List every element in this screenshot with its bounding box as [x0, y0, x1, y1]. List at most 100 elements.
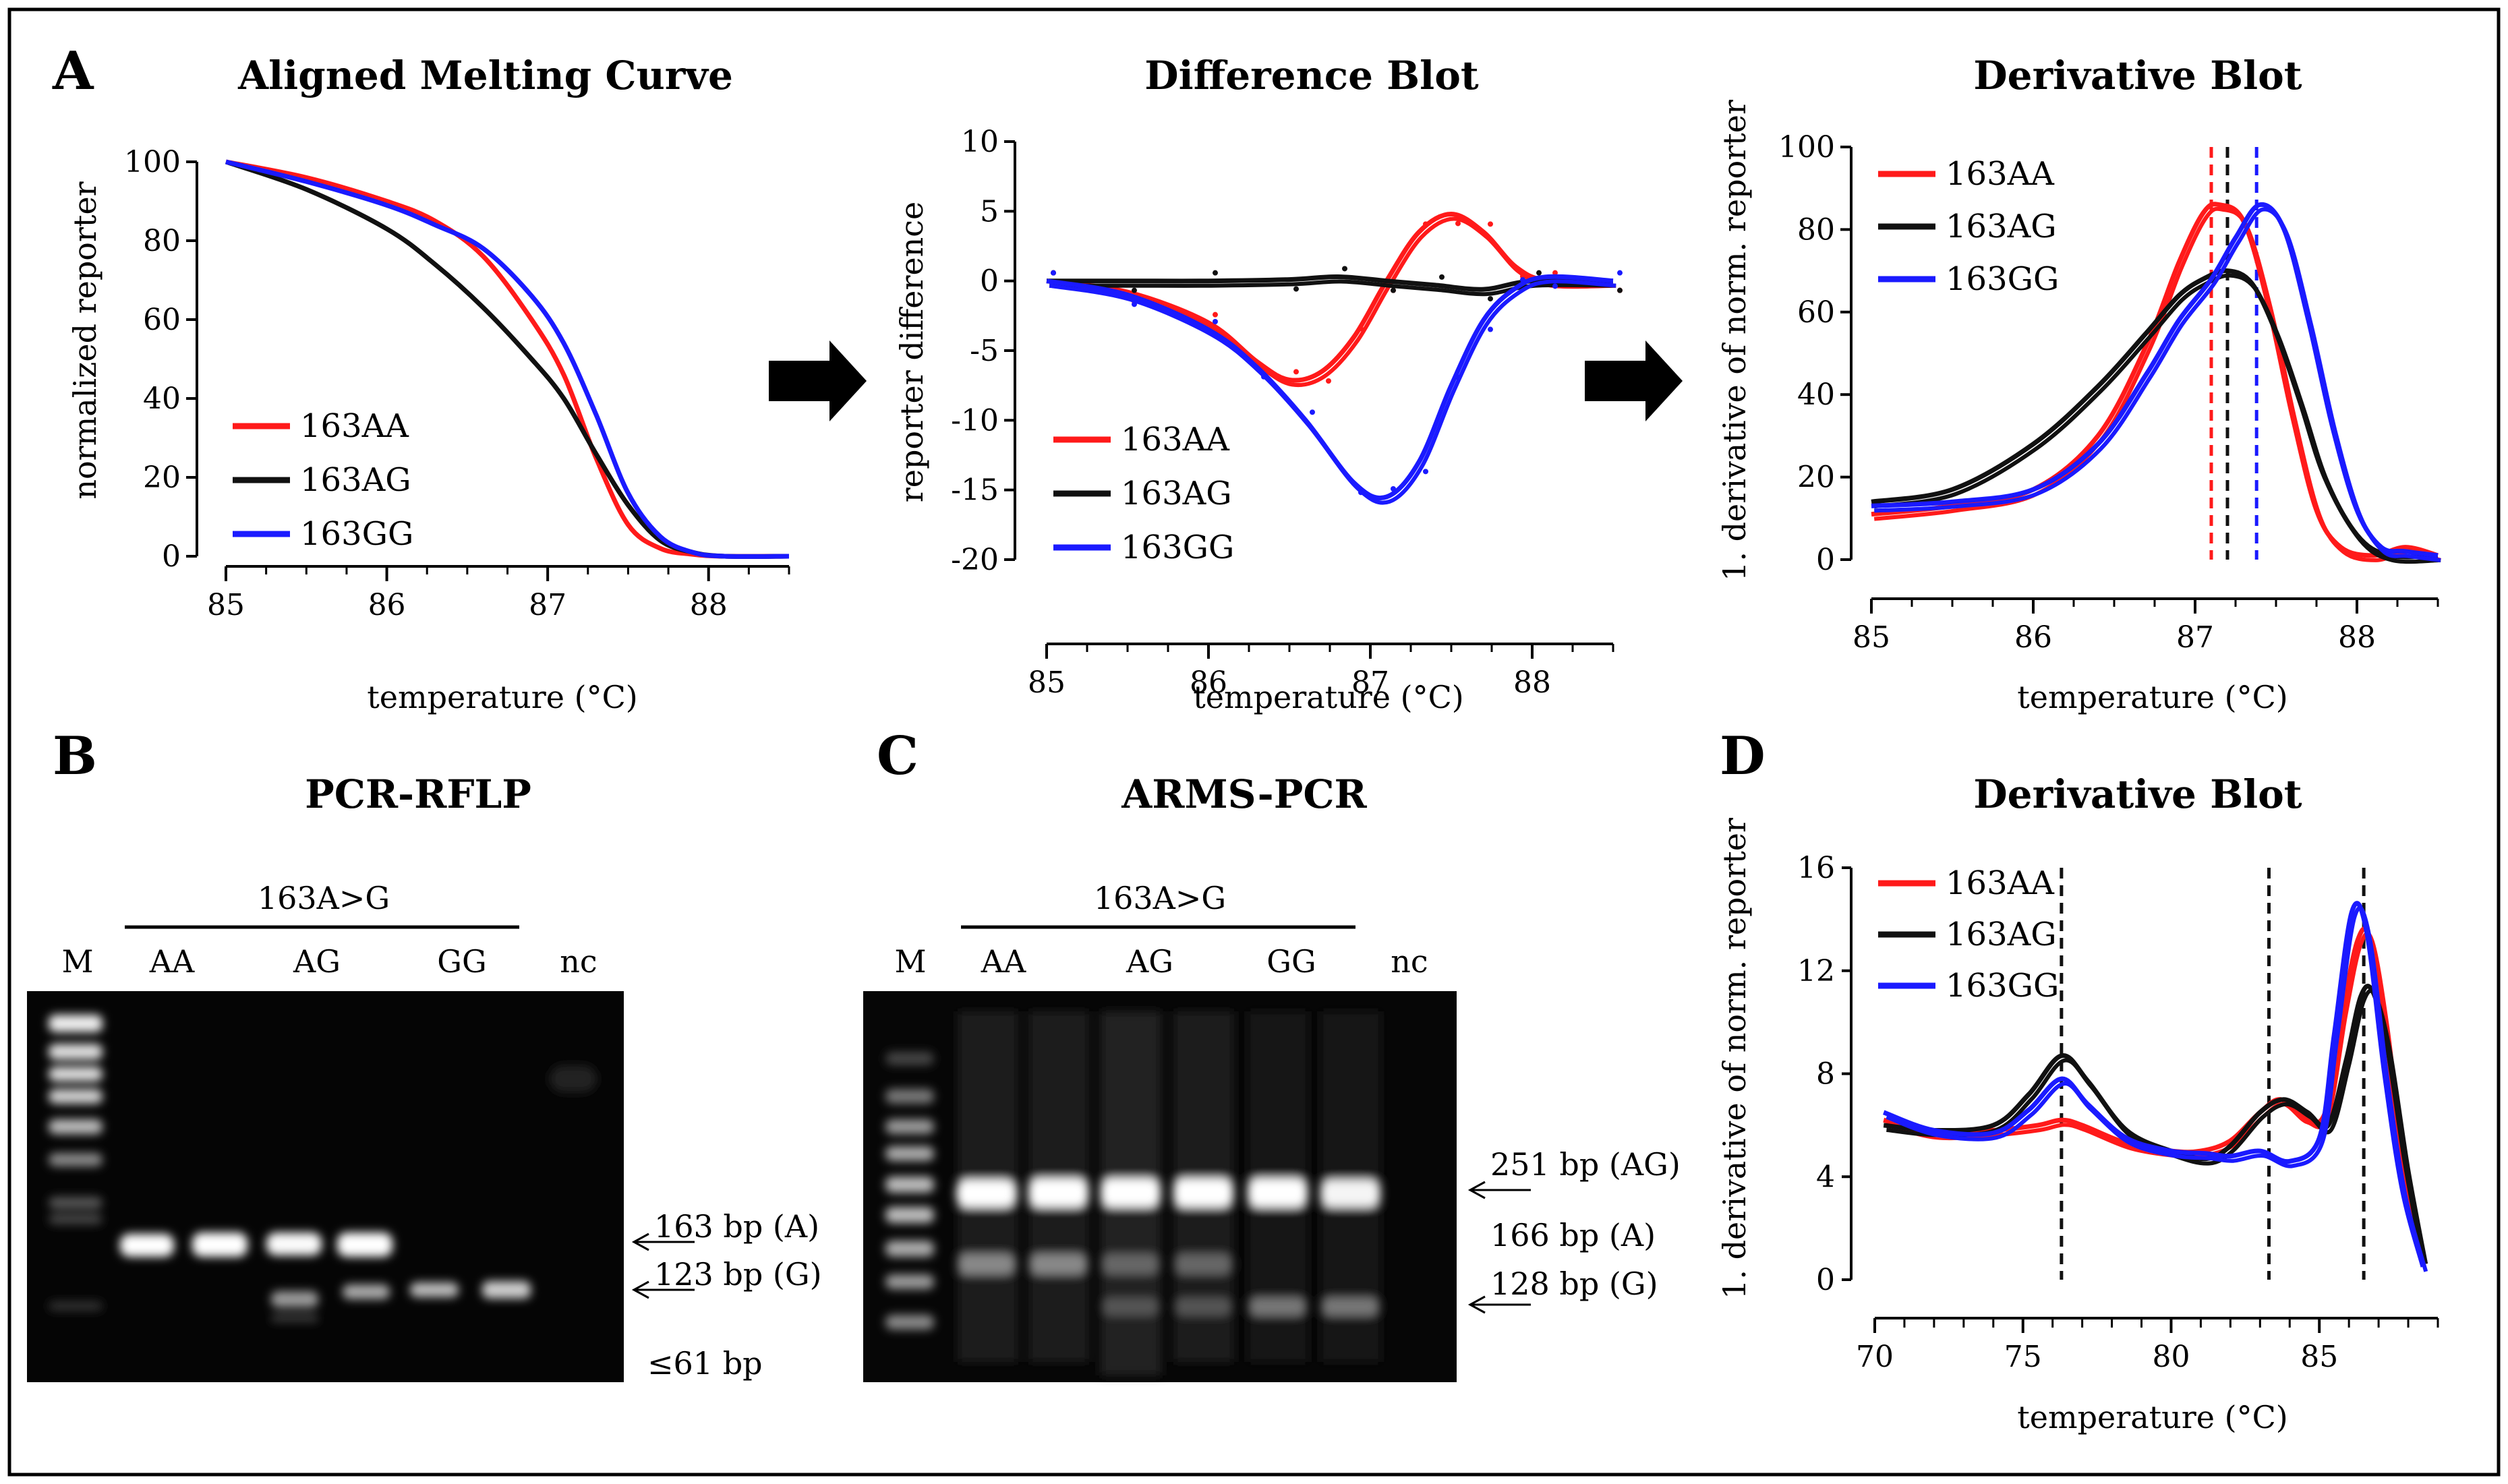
chart-title: Derivative Blot — [1973, 771, 2302, 817]
y-tick-label: 10 — [961, 125, 999, 159]
y-tick-label: 0 — [980, 264, 999, 299]
band-label-61: ≤61 bp — [647, 1345, 763, 1382]
gel-group-label: 163A>G — [258, 880, 390, 916]
gel-image — [27, 991, 624, 1382]
lane-label-aa: AA — [981, 943, 1026, 980]
legend-label-163GG: 163GG — [1946, 967, 2059, 1005]
band-166-lane1 — [958, 1254, 1014, 1274]
legend-label-163GG: 163GG — [300, 515, 413, 553]
chart-title: Difference Blot — [1144, 53, 1479, 98]
data-point-163GG — [1051, 270, 1056, 276]
legend-label-163GG: 163GG — [1946, 260, 2059, 298]
data-point-163GG — [1423, 469, 1428, 475]
ladder-band — [49, 1214, 103, 1224]
data-point-163AG — [1391, 287, 1396, 293]
y-tick-label: 40 — [143, 382, 181, 416]
data-point-163AA — [1488, 221, 1493, 227]
data-point-163AG — [1213, 270, 1218, 276]
data-point-163AA — [1213, 311, 1218, 318]
difference-blot-chart: Difference Blot temperature (°C) reporte… — [894, 53, 1623, 715]
legend-label-163AA: 163AA — [1946, 864, 2055, 902]
ladder-band — [49, 1089, 103, 1104]
x-tick-label: 88 — [1513, 665, 1551, 700]
data-point-163AG — [1132, 287, 1137, 293]
data-point-163AG — [1617, 287, 1623, 293]
panel-label-b: B — [53, 725, 97, 787]
y-tick-label: -20 — [951, 543, 999, 577]
data-point-163GG — [1488, 326, 1493, 332]
y-tick-label: 16 — [1797, 851, 1835, 885]
y-tick-label: 60 — [1797, 295, 1835, 330]
band-arrow-163-head — [631, 1233, 649, 1251]
data-point-163AG — [1293, 286, 1299, 292]
band-arrow-123-head — [631, 1280, 649, 1299]
y-tick-label: 0 — [1816, 543, 1835, 577]
data-point-163GG — [1261, 374, 1266, 380]
gel-bands — [49, 1015, 597, 1322]
data-point-163GG — [1391, 486, 1396, 492]
x-tick-label: 86 — [368, 588, 406, 622]
legend-label-163AA: 163AA — [1121, 421, 1230, 458]
pcr-rflp-gel-panel: PCR-RFLP 163A>G M AA AG GG nc — [27, 771, 822, 1382]
legend-label-163AA: 163AA — [300, 407, 409, 445]
series-line-163GG — [1882, 901, 2426, 1268]
derivative-blot-chart: Derivative Blot temperature (°C) 1. deri… — [1716, 53, 2442, 715]
band-a-lane4 — [337, 1233, 392, 1257]
arms-pcr-gel-panel: ARMS-PCR 163A>G M AA AG GG nc — [863, 771, 1681, 1382]
band-arrow-251-head — [1467, 1181, 1486, 1199]
band-251-lane2 — [1028, 1179, 1088, 1207]
series-line-163GG — [225, 159, 790, 559]
data-point-163AA — [1423, 221, 1428, 227]
lane-label-m: M — [61, 943, 93, 980]
x-tick-label: 88 — [2338, 620, 2376, 655]
legend-label-163AG: 163AG — [1946, 208, 2057, 245]
gel-title: ARMS-PCR — [1121, 771, 1367, 817]
series-line-163GG — [1046, 274, 1614, 501]
legend-label-163AG: 163AG — [1946, 916, 2057, 953]
x-tick-label: 87 — [2176, 620, 2214, 655]
band-g-lane3 — [271, 1291, 318, 1307]
y-tick-label: 60 — [143, 303, 181, 337]
legend-label-163GG: 163GG — [1121, 529, 1234, 566]
legend-label-163AG: 163AG — [1121, 475, 1232, 512]
data-point-163AG — [1439, 274, 1445, 280]
x-tick-label: 85 — [1028, 665, 1066, 700]
x-tick-label: 70 — [1856, 1340, 1894, 1374]
data-point-163AA — [1326, 378, 1331, 384]
y-axis-label: 1. derivative of norm. reporter — [1716, 100, 1753, 581]
y-tick-label: 0 — [1816, 1263, 1835, 1297]
band-251-lane1 — [956, 1180, 1016, 1207]
lane-label-ag: AG — [1126, 943, 1173, 980]
ladder-band — [885, 1089, 934, 1104]
x-tick-label: 86 — [2014, 620, 2052, 655]
y-tick-label: 8 — [1816, 1057, 1835, 1092]
data-point-163AA — [1455, 220, 1461, 227]
data-point-163AA — [1358, 326, 1364, 332]
band-g-lane5 — [410, 1282, 459, 1297]
band-128-lane5 — [1249, 1298, 1306, 1315]
lane-label-ag: AG — [293, 943, 341, 980]
legend-label-163AA: 163AA — [1946, 155, 2055, 193]
y-tick-label: 0 — [162, 539, 181, 574]
data-point-163GG — [1310, 409, 1315, 415]
band-a-lane2 — [192, 1233, 247, 1257]
x-tick-label: 87 — [1351, 665, 1389, 700]
lane-label-m: M — [894, 943, 926, 980]
data-point-163AA — [1293, 369, 1299, 375]
ladder-band — [885, 1052, 934, 1065]
band-166-lane3 — [1102, 1254, 1159, 1274]
y-tick-label: 20 — [1797, 461, 1835, 495]
band-128-lane3 — [1102, 1298, 1159, 1315]
data-point-163AG — [1488, 296, 1493, 302]
gel-title: PCR-RFLP — [305, 771, 531, 817]
x-axis-label: temperature (°C) — [367, 679, 637, 715]
series-line-163AA — [225, 159, 790, 559]
band-251-lane4 — [1173, 1179, 1233, 1207]
arrow-right-icon — [769, 340, 867, 421]
series-line-163GG-replicate — [1049, 279, 1616, 505]
lane-label-nc: nc — [560, 943, 597, 980]
x-tick-label: 86 — [1190, 665, 1227, 700]
band-a-lane1 — [120, 1234, 174, 1257]
panel-label-c: C — [877, 725, 918, 787]
y-tick-label: -5 — [970, 334, 999, 368]
